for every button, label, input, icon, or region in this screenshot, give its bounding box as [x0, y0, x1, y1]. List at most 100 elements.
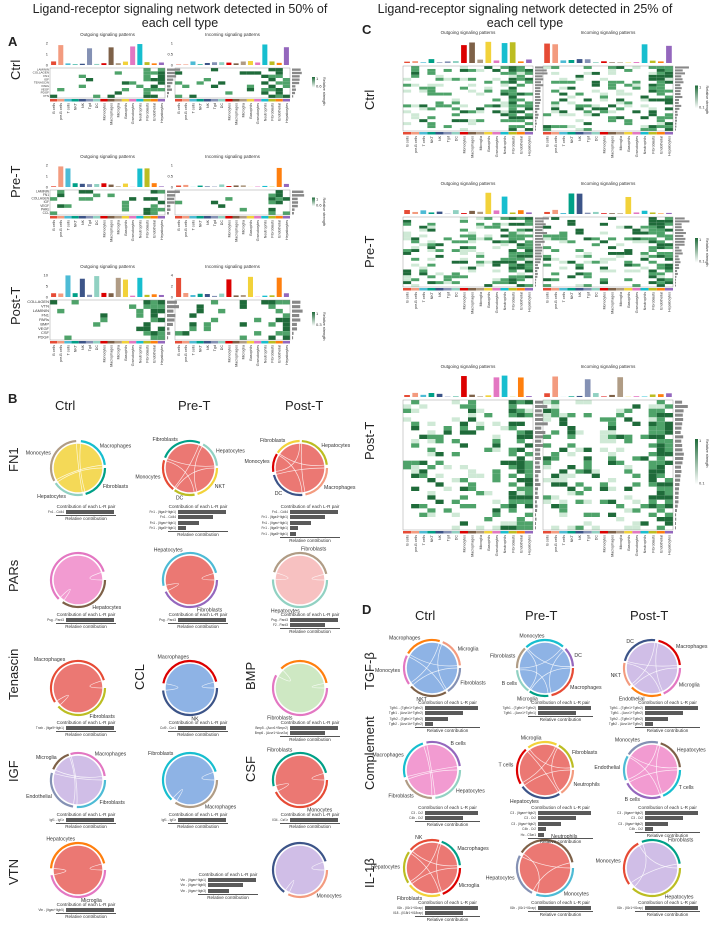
heat-cell	[559, 473, 568, 478]
heat-cell	[648, 443, 657, 448]
heat-cell	[275, 197, 283, 201]
heat-cell	[254, 71, 262, 75]
chord-link	[311, 861, 325, 871]
cell-type-label: NK	[438, 534, 442, 540]
heat-cell	[411, 74, 420, 78]
heat-cell	[543, 128, 552, 131]
cell-type-label: pre-B cells	[554, 535, 558, 552]
chord-sector-arc	[558, 744, 574, 768]
row-bar	[167, 190, 180, 194]
chord-link	[276, 467, 325, 475]
chord-sector-arc	[162, 687, 219, 717]
heat-cell	[157, 300, 165, 305]
heat-cell	[656, 495, 665, 500]
cell-type-label: pre-B cells	[59, 103, 63, 120]
heat-cell	[664, 234, 673, 238]
cell-type-label: Hepatocytes	[160, 345, 164, 365]
legend-min: 0.6	[316, 202, 322, 207]
heat-cell	[656, 74, 665, 78]
heat-cell	[516, 272, 525, 276]
heat-cell	[616, 116, 625, 120]
cell-type-label: B cells	[406, 136, 410, 147]
top-bar	[183, 64, 189, 65]
heat-cell	[459, 495, 468, 500]
chord-sector-label: Monocytes	[135, 475, 160, 481]
cell-type-label: T cells	[422, 535, 426, 546]
heat-cell	[203, 326, 211, 332]
heat-cell	[476, 260, 485, 264]
cell-type-label: Endothelial	[278, 345, 282, 363]
cell-color-strip	[121, 99, 130, 102]
cell-color-strip	[210, 216, 219, 219]
heat-cell	[575, 430, 584, 435]
chord-link	[627, 661, 678, 667]
heat-cell	[268, 68, 276, 72]
top-bar	[233, 185, 239, 187]
top-bar	[233, 63, 239, 65]
pathway-label: IGF	[44, 200, 49, 204]
heat-cell	[239, 300, 247, 305]
heat-cell	[427, 116, 436, 120]
heat-cell	[468, 110, 477, 114]
heat-cell	[175, 94, 183, 98]
heat-cell	[664, 101, 673, 105]
cell-type-label: NK	[578, 534, 582, 540]
heat-cell	[543, 225, 552, 229]
cell-color-strip	[50, 341, 58, 344]
chord-sector-label: Fibroblasts	[267, 715, 293, 721]
chord-sector-label: Neutrophils	[573, 782, 600, 788]
top-bar	[197, 293, 203, 297]
cell-type-label: T cells	[66, 103, 70, 114]
heat-cell	[403, 89, 412, 93]
top-bar	[493, 210, 500, 214]
heat-cell	[451, 272, 460, 276]
cell-type-label: Neutrophils	[263, 345, 267, 363]
heat-cell	[616, 243, 625, 247]
heat-cell	[282, 78, 290, 82]
heat-cell	[451, 77, 460, 81]
heat-cell	[664, 521, 673, 526]
cell-color-strip	[175, 341, 183, 344]
lr-bars-b-6: Contribution of each L-R pair Tnxb - (Itg…	[26, 720, 116, 737]
heat-cell	[656, 116, 665, 120]
top-bar	[219, 293, 225, 297]
heat-cell	[599, 486, 608, 491]
heat-cell	[616, 66, 625, 69]
top-bar	[485, 41, 492, 63]
lr-bar-caption: Contribution of each L-R pair	[198, 872, 258, 877]
legend-max: 1	[699, 237, 702, 242]
lr-contribution-bar	[178, 617, 226, 622]
heat-cell	[575, 272, 584, 276]
heat-cell	[427, 508, 436, 513]
heat-cell	[516, 491, 525, 496]
heat-cell	[632, 473, 641, 478]
heat-cell	[468, 413, 477, 418]
lr-bars-d-3: Contribution of each L-R pair C3 - Cr2 C4b…	[385, 805, 480, 827]
heat-cell	[492, 421, 501, 426]
row-bar	[675, 267, 680, 270]
top-bar	[212, 295, 218, 297]
row-bar	[675, 116, 677, 119]
heat-cell	[129, 304, 137, 309]
lr-pair-label: Vtn - (Itgav+Itgb5)	[180, 883, 206, 888]
heat-cell	[435, 452, 444, 457]
lr-bar-caption: Contribution of each L-R pair	[168, 612, 228, 617]
chord-sector-arc	[527, 740, 557, 749]
chord-sector-arc	[162, 659, 218, 684]
top-bar	[79, 278, 85, 297]
heat-cell	[508, 400, 517, 405]
heat-cell	[551, 249, 560, 252]
heat-cell	[492, 281, 501, 285]
row-bar	[675, 93, 681, 96]
cell-color-strip	[435, 132, 444, 135]
heat-cell	[648, 246, 657, 250]
heat-cell	[567, 80, 576, 84]
heat-cell	[640, 228, 649, 232]
heat-cell	[516, 71, 525, 75]
heat-cell	[459, 465, 468, 470]
pathway-label: VEGF	[41, 87, 49, 91]
chord-sector-arc	[515, 647, 526, 669]
cell-type-label: Basophils	[487, 136, 491, 152]
pathway-label: VTN	[41, 304, 49, 309]
lr-contribution-bar	[290, 617, 338, 622]
